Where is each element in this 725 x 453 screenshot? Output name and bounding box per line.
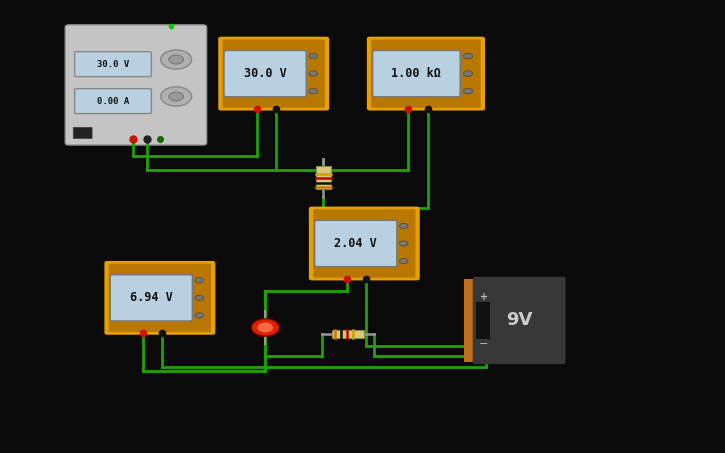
Text: 2.04 V: 2.04 V xyxy=(334,237,377,250)
Text: 30.0 V: 30.0 V xyxy=(244,67,286,80)
Circle shape xyxy=(169,92,183,101)
FancyBboxPatch shape xyxy=(75,89,152,114)
Text: −: − xyxy=(479,339,488,349)
Text: 9V: 9V xyxy=(506,312,532,329)
FancyBboxPatch shape xyxy=(223,39,325,108)
FancyBboxPatch shape xyxy=(313,209,415,278)
Circle shape xyxy=(169,55,183,64)
Text: 6.94 V: 6.94 V xyxy=(130,291,173,304)
Text: +: + xyxy=(479,292,488,302)
Text: 1.00 kΩ: 1.00 kΩ xyxy=(392,67,442,80)
Circle shape xyxy=(195,278,204,283)
FancyBboxPatch shape xyxy=(104,261,215,335)
FancyBboxPatch shape xyxy=(224,50,306,97)
FancyBboxPatch shape xyxy=(367,37,485,111)
Circle shape xyxy=(309,53,318,59)
FancyBboxPatch shape xyxy=(218,37,329,111)
FancyBboxPatch shape xyxy=(473,277,566,364)
Circle shape xyxy=(309,71,318,76)
Text: 30.0 V: 30.0 V xyxy=(97,60,129,69)
Circle shape xyxy=(195,313,204,318)
Circle shape xyxy=(399,258,408,264)
FancyBboxPatch shape xyxy=(75,52,152,77)
Circle shape xyxy=(463,71,473,77)
FancyBboxPatch shape xyxy=(309,207,420,280)
FancyBboxPatch shape xyxy=(110,275,192,321)
Bar xyxy=(464,279,476,362)
Text: 0.00 A: 0.00 A xyxy=(97,96,129,106)
Bar xyxy=(476,302,490,339)
Circle shape xyxy=(309,88,318,94)
FancyBboxPatch shape xyxy=(109,264,211,332)
Circle shape xyxy=(195,295,204,300)
Circle shape xyxy=(161,50,191,69)
Circle shape xyxy=(399,241,408,246)
Circle shape xyxy=(161,87,191,106)
Circle shape xyxy=(463,53,473,59)
Bar xyxy=(316,166,331,189)
Circle shape xyxy=(463,88,473,94)
FancyBboxPatch shape xyxy=(315,220,397,267)
Bar xyxy=(332,330,364,338)
Circle shape xyxy=(252,319,279,336)
FancyBboxPatch shape xyxy=(373,50,460,97)
FancyBboxPatch shape xyxy=(65,25,207,145)
FancyBboxPatch shape xyxy=(371,39,481,108)
Circle shape xyxy=(257,323,273,333)
FancyBboxPatch shape xyxy=(73,127,92,139)
Circle shape xyxy=(399,223,408,229)
